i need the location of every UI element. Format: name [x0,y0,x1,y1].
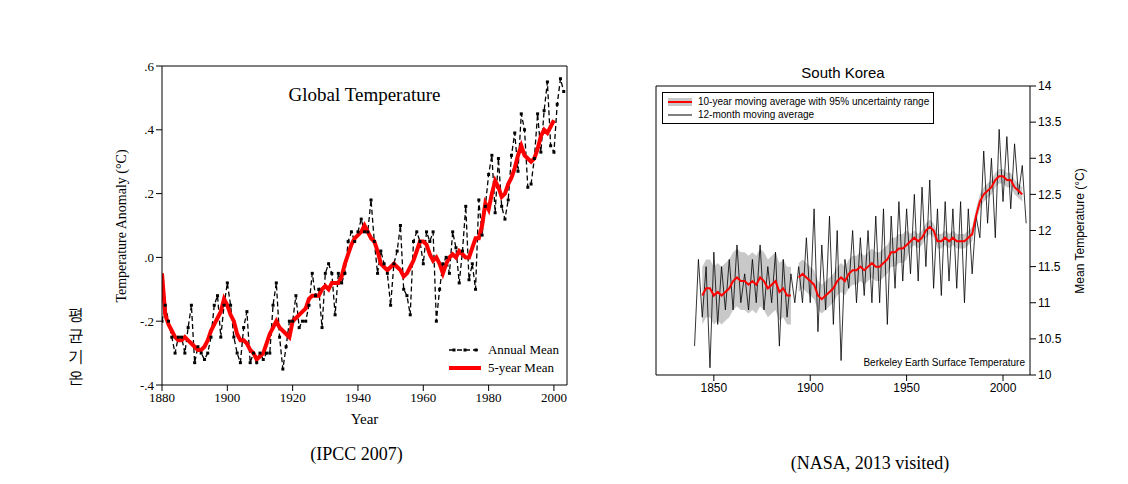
svg-text:.0: .0 [144,250,154,265]
svg-text:11: 11 [1038,296,1051,310]
svg-text:1900: 1900 [797,381,824,395]
svg-text:.2: .2 [144,186,154,201]
svg-text:10: 10 [1038,368,1052,382]
html-text:5-year Mean: 5-year Mean [487,360,554,375]
html-text:Mean Temperature (°C): Mean Temperature (°C) [1073,167,1087,294]
svg-text:-.2: -.2 [140,314,154,329]
svg-text:1880: 1880 [149,390,175,406]
html-text:평: 평 [68,306,84,323]
html-text:Temperature Anomaly (°C): Temperature Anomaly (°C) [114,148,129,303]
svg-text:12.5: 12.5 [1038,188,1062,202]
svg-text:-.4: -.4 [140,378,155,393]
html-text:10-year moving average with 95: 10-year moving average with 95% uncertai… [698,96,930,107]
html-text:Berkeley Earth Surface Tempera: Berkeley Earth Surface Temperature [863,357,1025,368]
svg-text:.4: .4 [144,122,154,137]
html-text:기: 기 [68,348,84,365]
svg-text:12: 12 [1038,224,1052,238]
svg-text:.6: .6 [144,59,154,74]
html-text:균: 균 [68,327,84,344]
svg-text:13.5: 13.5 [1038,115,1062,129]
svg-text:1920: 1920 [280,390,306,405]
svg-text:1980: 1980 [476,390,502,405]
svg-text:1850: 1850 [700,381,727,395]
html-text:(NASA, 2013 visited): (NASA, 2013 visited) [790,453,950,473]
html-text:South Korea: South Korea [801,64,885,81]
svg-text:1960: 1960 [410,390,436,405]
html-text:Global Temperature: Global Temperature [288,84,441,105]
html-text:온: 온 [68,369,84,386]
svg-text:11.5: 11.5 [1038,260,1061,274]
svg-text:2000: 2000 [541,390,567,405]
svg-text:13: 13 [1038,152,1052,166]
svg-text:1940: 1940 [345,390,371,405]
html-text:Year: Year [350,411,379,427]
html-text:(IPCC 2007): (IPCC 2007) [310,444,403,464]
svg-text:10.5: 10.5 [1038,332,1062,346]
html-text:12-month moving average: 12-month moving average [698,109,815,120]
svg-text:14: 14 [1038,79,1052,93]
svg-text:2000: 2000 [990,381,1017,395]
html-text:Annual Mean: Annual Mean [487,342,559,357]
svg-text:1900: 1900 [214,390,240,405]
svg-text:1950: 1950 [893,381,920,395]
